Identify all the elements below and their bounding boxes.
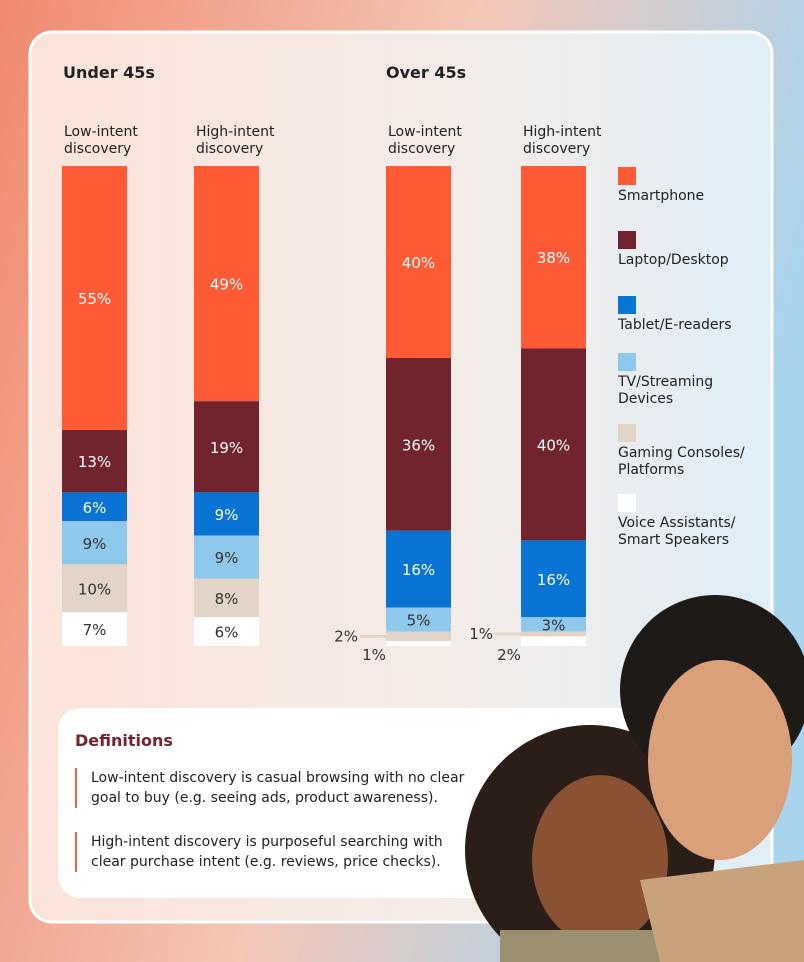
value-label: 1% [469, 625, 493, 643]
legend-swatch [618, 494, 636, 512]
value-label: 2% [497, 646, 521, 664]
value-label: 9% [215, 549, 239, 567]
value-label: 5% [407, 612, 431, 630]
definition: High-intent discovery is purposeful sear… [75, 832, 471, 872]
value-label: 16% [537, 571, 570, 589]
legend-label: Gaming Consoles/ Platforms [618, 445, 745, 478]
value-label: 55% [78, 290, 111, 308]
value-label: 2% [334, 627, 358, 645]
bar-segment [386, 358, 451, 531]
bar-segment [521, 540, 586, 618]
bar-segment [62, 521, 127, 565]
bar-segment [521, 636, 586, 646]
legend-swatch [618, 296, 636, 314]
legend-label: TV/Streaming Devices [618, 374, 714, 407]
group-title: Under 45s [63, 63, 155, 82]
value-label: 10% [78, 580, 111, 598]
bar-segment [194, 578, 259, 618]
legend-swatch [618, 167, 636, 185]
value-label: 16% [402, 561, 435, 579]
bar-segment [194, 492, 259, 536]
bar-segment [62, 492, 127, 522]
bar-segment [386, 631, 451, 642]
definitions-box: Definitions Low-intent discovery is casu… [58, 708, 640, 898]
legend-swatch [618, 424, 636, 442]
value-label: 8% [215, 590, 239, 608]
value-label: 36% [402, 436, 435, 454]
legend-swatch [618, 231, 636, 249]
bar-segment [194, 166, 259, 402]
category-label: High-intent discovery [523, 124, 602, 157]
value-label: 40% [537, 436, 570, 454]
value-label: 9% [215, 506, 239, 524]
value-label: 9% [83, 535, 107, 553]
value-label: 3% [542, 616, 566, 634]
legend-label: Smartphone [618, 188, 705, 204]
value-label: 13% [78, 453, 111, 471]
value-label: 38% [537, 249, 570, 267]
bar-segment [386, 166, 451, 358]
bar-segment [194, 401, 259, 493]
bar-segment [194, 535, 259, 579]
value-label: 40% [402, 254, 435, 272]
category-label: Low-intent discovery [64, 124, 138, 157]
definition: Low-intent discovery is casual browsing … [75, 768, 471, 808]
legend-swatch [618, 353, 636, 371]
bar-segment [62, 612, 127, 646]
bar-segment [386, 607, 451, 632]
value-label: 19% [210, 439, 243, 457]
legend-label: Tablet/E-readers [618, 317, 732, 333]
value-label: 6% [83, 499, 107, 517]
bar-segment [386, 641, 451, 646]
category-label: High-intent discovery [196, 124, 275, 157]
legend-label: Laptop/Desktop [618, 252, 729, 268]
bar-segment [521, 348, 586, 541]
group-title: Over 45s [386, 63, 467, 82]
definitions-title: Definitions [75, 731, 173, 750]
bar-segment [194, 617, 259, 646]
value-label: 6% [215, 624, 239, 642]
bar-segment [521, 617, 586, 632]
category-label: Low-intent discovery [388, 124, 462, 157]
bar-segment [62, 430, 127, 493]
bar-segment [62, 564, 127, 613]
value-label: 1% [362, 646, 386, 664]
bar-segment [521, 166, 586, 349]
bar-segment [386, 530, 451, 608]
legend-label: Voice Assistants/ Smart Speakers [618, 515, 736, 548]
bar-segment [521, 631, 586, 637]
value-label: 49% [210, 276, 243, 294]
bar-segment [62, 166, 127, 430]
value-label: 7% [83, 621, 107, 639]
